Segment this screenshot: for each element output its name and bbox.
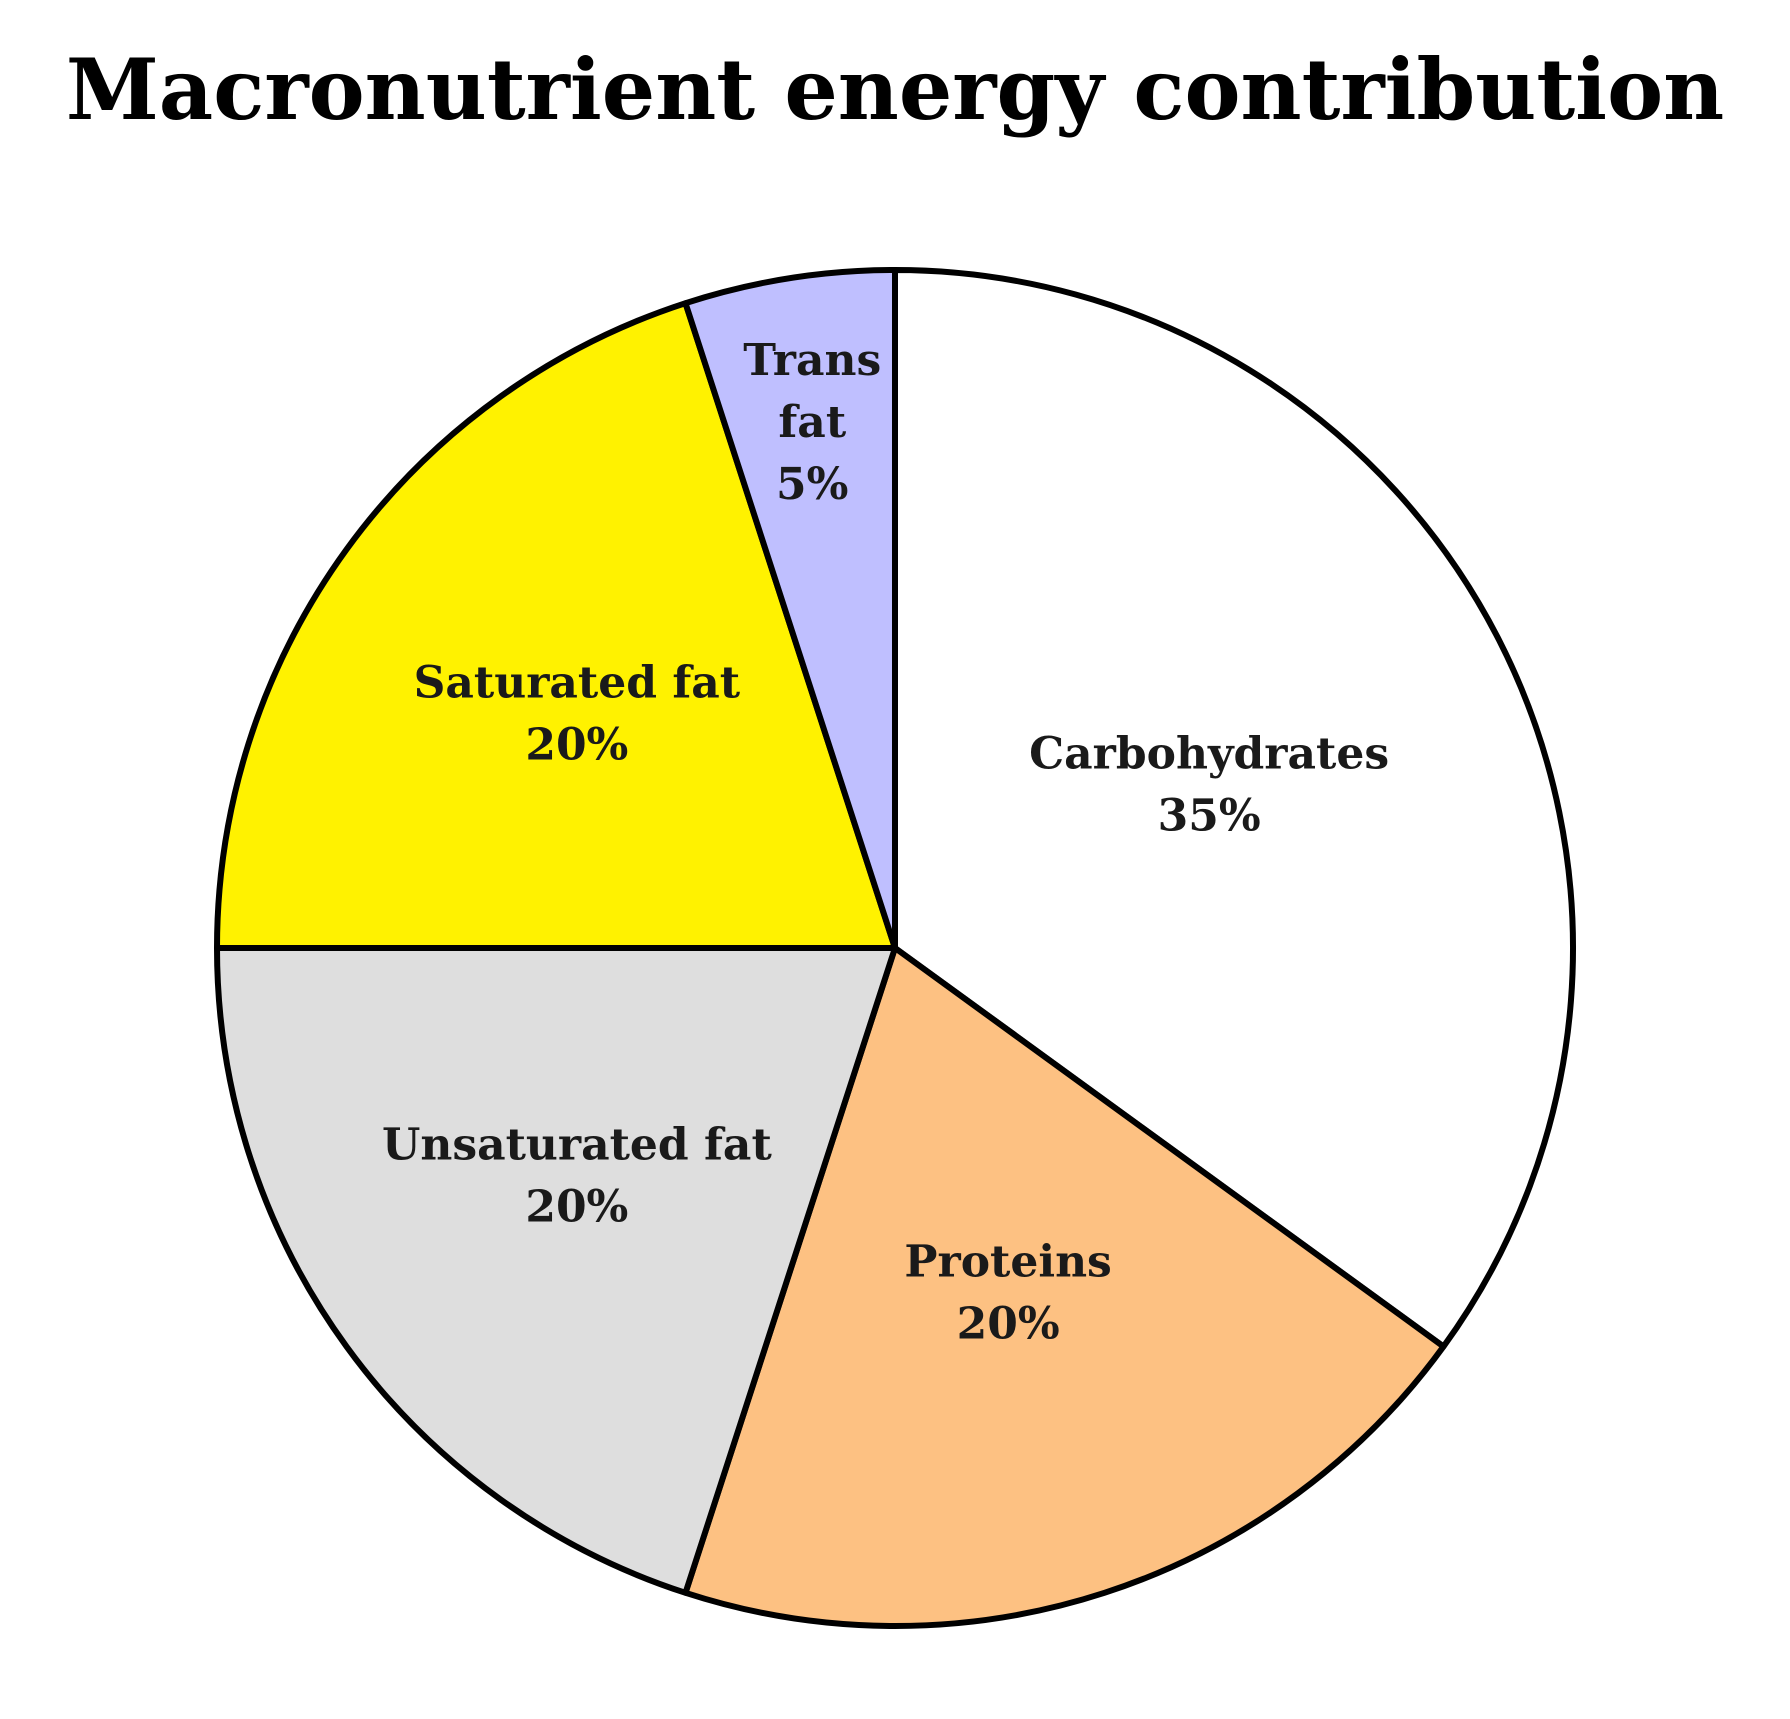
pie-slice-unsaturated-fat [214,945,898,1596]
pie-slice-carbohydrates [892,267,1576,1350]
pie-slice-trans-fat [682,267,898,951]
slice-name-label: Carbohydrates [1029,728,1389,779]
slice-name-label: Unsaturated fat [382,1120,772,1171]
slice-value-label: 20% [525,1182,628,1233]
slice-name-label: fat [778,397,846,448]
chart-title: Macronutrient energy contribution [65,40,1725,139]
slice-name-label: Proteins [904,1237,1111,1288]
pie-slices [214,267,1576,1630]
pie-slice-proteins [682,945,1447,1630]
pie-labels: Carbohydrates 35% Proteins 20% Unsaturated f… [382,335,1389,1350]
slice-value-label: 35% [1158,790,1261,841]
slice-value-label: 20% [525,719,628,770]
slice-name-label: Saturated fat [414,657,741,708]
slice-value-label: 5% [776,459,848,510]
slice-value-label: 20% [957,1299,1060,1350]
slice-name-label: Trans [743,335,881,386]
pie-slice-saturated-fat [214,300,898,951]
